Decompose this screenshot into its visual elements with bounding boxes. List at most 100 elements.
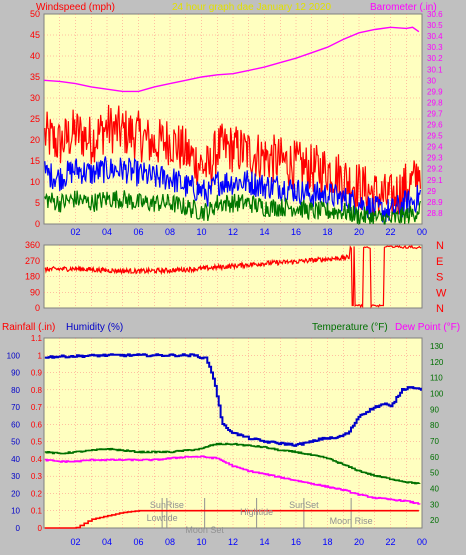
temperature-tick: 60 xyxy=(430,453,439,462)
barometer-tick: 29.1 xyxy=(427,176,443,185)
hour-tick: 18 xyxy=(322,227,332,237)
barometer-tick: 29 xyxy=(427,187,436,196)
rainfall-tick: 0.5 xyxy=(31,438,43,447)
hour-tick: 06 xyxy=(133,227,143,237)
windspeed-tick: 0 xyxy=(35,219,40,229)
windspeed-tick: 15 xyxy=(30,156,40,166)
temperature-tick: 90 xyxy=(430,405,439,414)
humidity-tick: 80 xyxy=(11,386,20,395)
event-label: Moon Rise xyxy=(330,516,373,526)
hour-tick: 18 xyxy=(322,537,332,547)
barometer-tick: 30.6 xyxy=(427,10,443,19)
humidity-tick: 20 xyxy=(11,489,20,498)
temperature-tick: 70 xyxy=(430,437,439,446)
compass-tick: N xyxy=(436,303,444,315)
barometer-tick: 29.2 xyxy=(427,165,443,174)
windspeed-tick: 30 xyxy=(30,93,40,103)
barometer-tick: 30.1 xyxy=(427,65,443,74)
windspeed-tick: 50 xyxy=(30,9,40,19)
temperature-line xyxy=(44,442,421,485)
rainfall-tick: 0.6 xyxy=(31,420,43,429)
humidity-tick: 70 xyxy=(11,403,20,412)
hour-tick: 22 xyxy=(385,227,395,237)
temperature-tick: 110 xyxy=(430,374,443,383)
hour-tick: 04 xyxy=(102,537,112,547)
temperature-tick: 100 xyxy=(430,389,444,398)
rainfall-tick: 0.8 xyxy=(31,386,43,395)
humidity-tick: 10 xyxy=(11,507,20,516)
humidity-tick: 100 xyxy=(7,351,21,360)
barometer-tick: 30.2 xyxy=(427,54,443,63)
dewpoint-axis-label: Dew Point (°F) xyxy=(395,322,460,333)
windspeed-tick: 40 xyxy=(30,51,40,61)
temperature-tick: 50 xyxy=(430,469,439,478)
rainfall-tick: 1 xyxy=(38,351,43,360)
compass-tick: S xyxy=(436,272,443,284)
humidity-tick: 40 xyxy=(11,455,20,464)
barometer-tick: 29.8 xyxy=(427,98,443,107)
barometer-tick: 29.6 xyxy=(427,121,443,130)
compass-tick: N xyxy=(436,240,444,252)
rainfall-tick: 0.2 xyxy=(31,489,43,498)
humidity-line xyxy=(44,353,422,447)
hour-tick: 06 xyxy=(133,537,143,547)
hour-tick: 00 xyxy=(417,227,427,237)
humidity-tick: 90 xyxy=(11,369,20,378)
event-label: Lowtide xyxy=(147,513,178,523)
hour-tick: 14 xyxy=(259,537,269,547)
wind-direction-line xyxy=(44,244,422,309)
event-label: Moon Set xyxy=(185,525,224,535)
dewpoint-line xyxy=(44,455,421,505)
temperature-axis-label: Temperature (°F) xyxy=(312,322,388,333)
hour-tick: 00 xyxy=(417,537,427,547)
compass-tick: W xyxy=(436,287,447,299)
direction-tick: 90 xyxy=(30,287,40,297)
rainfall-tick: 0.3 xyxy=(31,472,43,481)
windspeed-tick: 45 xyxy=(30,30,40,40)
barometer-line xyxy=(43,26,420,93)
rainfall-tick: 1.1 xyxy=(31,334,43,343)
barometer-tick: 29.9 xyxy=(427,87,443,96)
windspeed-tick: 25 xyxy=(30,114,40,124)
rainfall-line xyxy=(44,509,419,529)
hour-tick: 02 xyxy=(70,227,80,237)
humidity-axis-label: Humidity (%) xyxy=(66,322,123,333)
rainfall-tick: 0.7 xyxy=(31,403,43,412)
event-label: SunRise xyxy=(150,500,184,510)
windspeed-axis-label: Windspeed (mph) xyxy=(36,2,115,13)
event-label: SunSet xyxy=(289,500,319,510)
barometer-tick: 29.3 xyxy=(427,154,443,163)
hour-tick: 12 xyxy=(228,537,238,547)
hour-tick: 08 xyxy=(165,227,175,237)
barometer-tick: 30.3 xyxy=(427,43,443,52)
rainfall-tick: 0.9 xyxy=(31,369,43,378)
rainfall-tick: 0.1 xyxy=(31,507,43,516)
windspeed-tick: 10 xyxy=(30,177,40,187)
hour-tick: 02 xyxy=(70,537,80,547)
temperature-tick: 80 xyxy=(430,421,439,430)
humidity-tick: 0 xyxy=(16,524,21,533)
temperature-tick: 30 xyxy=(430,500,439,509)
plot-area-3 xyxy=(43,337,423,529)
humidity-tick: 50 xyxy=(11,438,20,447)
rainfall-axis-label: Rainfall (.in) xyxy=(2,322,55,333)
temperature-tick: 130 xyxy=(430,342,444,351)
windspeed-tick: 5 xyxy=(35,198,40,208)
temperature-tick: 120 xyxy=(430,358,444,367)
hour-tick: 14 xyxy=(259,227,269,237)
temperature-tick: 20 xyxy=(430,516,439,525)
windspeed-tick: 20 xyxy=(30,135,40,145)
windspeed-tick: 35 xyxy=(30,72,40,82)
hour-tick: 16 xyxy=(291,537,301,547)
rainfall-tick: 0 xyxy=(38,524,43,533)
barometer-tick: 30.5 xyxy=(427,21,443,30)
barometer-tick: 30 xyxy=(427,76,436,85)
hour-tick: 10 xyxy=(196,537,206,547)
hour-tick: 22 xyxy=(385,537,395,547)
barometer-tick: 29.4 xyxy=(427,143,443,152)
barometer-axis-label: Barometer (.in) xyxy=(370,2,437,13)
hour-tick: 12 xyxy=(228,227,238,237)
barometer-tick: 29.7 xyxy=(427,109,443,118)
barometer-tick: 28.8 xyxy=(427,209,443,218)
